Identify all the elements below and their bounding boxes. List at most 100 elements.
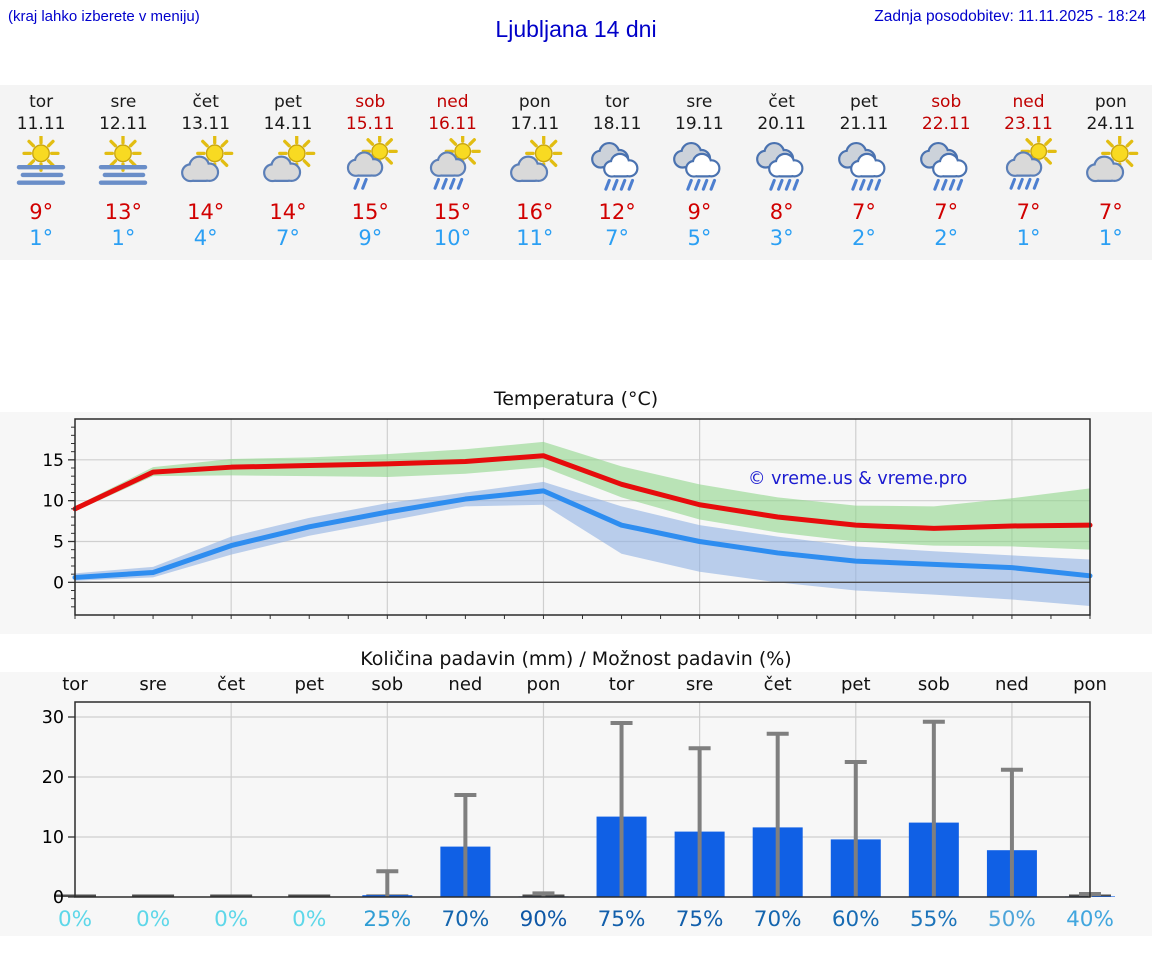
temperature-chart-title: Temperatura (°C): [493, 388, 659, 410]
weather-icon-rain-icon: [741, 136, 823, 194]
max-temp-line: [72, 453, 1093, 531]
day-max-temp: 9°: [687, 200, 712, 224]
y-tick-label: 10: [42, 492, 64, 512]
axis-ticks: [68, 716, 75, 898]
day-min-temp: 9°: [358, 226, 383, 250]
day-name-label: ned: [1012, 92, 1045, 112]
day-date-label: 23.11: [1004, 114, 1053, 134]
day-max-temp: 7°: [852, 200, 876, 224]
day-labels: tor sre čet pet sob ned pon tor sre čet pet sob ned p…: [62, 674, 1107, 695]
day-min-temp: 2°: [934, 226, 959, 250]
day-date-label: 22.11: [921, 114, 971, 134]
day-name-label: pet: [274, 92, 302, 112]
day-date-label: 20.11: [757, 114, 806, 134]
pop-label: 75%: [598, 907, 646, 932]
day-min-temp: 2°: [852, 226, 876, 250]
day-max-temp: 9°: [29, 200, 54, 224]
day-min-temp: 7°: [605, 226, 630, 250]
day-name-label: tor: [29, 92, 54, 112]
day-date-label: 14.11: [263, 114, 313, 134]
day-date-label: 18.11: [592, 114, 642, 134]
day-max-temp: 14°: [187, 200, 225, 224]
pop-label: 50%: [988, 907, 1036, 932]
day-name-label: ned: [436, 92, 469, 112]
day-min-temp: 10°: [433, 226, 472, 250]
day-max-temp: 8°: [769, 200, 794, 224]
y-tick-label: 30: [42, 708, 64, 728]
day-date-label: 13.11: [181, 114, 231, 134]
forecast-day-card: sob 15.11 15° 9°: [329, 91, 411, 251]
forecast-day-card: ned 16.11 15° 10°: [411, 91, 493, 251]
day-name-label: pon: [1094, 92, 1127, 112]
temperature-chart: 0 5 10 15 © vreme.us & vreme.pro: [0, 412, 1152, 634]
watermark-text: © vreme.us & vreme.pro: [748, 469, 967, 489]
forecast-day-card: tor 11.11 9° 1°: [0, 91, 82, 251]
day-date-label: 16.11: [428, 114, 477, 134]
weather-icon-rain-icon: [658, 136, 740, 194]
day-date-label: 24.11: [1086, 114, 1136, 134]
day-max-temp: 7°: [1016, 200, 1041, 224]
y-axis-labels: 0 5 10 15: [42, 451, 64, 593]
day-name-label: sob: [931, 92, 962, 112]
forecast-day-card: čet 20.11 8° 3°: [741, 91, 823, 251]
day-min-temp: 1°: [111, 226, 136, 250]
weather-icon-fog-icon: [0, 134, 82, 194]
day-label: čet: [217, 674, 245, 695]
pop-label: 70%: [754, 907, 802, 932]
weather-icon-partly-icon: [247, 134, 329, 194]
day-date-label: 19.11: [675, 114, 724, 134]
day-name-label: sre: [686, 92, 713, 112]
forecast-day-card: sre 12.11 13° 1°: [82, 91, 164, 251]
day-date-label: 12.11: [99, 114, 148, 134]
day-max-temp: 7°: [934, 200, 959, 224]
pop-label: 0%: [214, 907, 248, 932]
y-tick-label: 0: [53, 888, 64, 908]
y-tick-label: 15: [42, 451, 64, 471]
day-label: sob: [371, 674, 403, 695]
weather-icon-rain-icon: [823, 136, 905, 194]
weather-icon-partly-icon: [1070, 134, 1152, 194]
day-min-temp: 5°: [687, 226, 712, 250]
day-label: sob: [918, 674, 950, 695]
day-min-temp: 7°: [276, 226, 300, 250]
day-name-label: sob: [355, 92, 386, 112]
day-min-temp: 1°: [1016, 226, 1041, 250]
day-min-temp: 1°: [29, 226, 54, 250]
day-label: tor: [609, 674, 635, 695]
forecast-day-card: ned 23.11 7° 1°: [987, 91, 1069, 251]
pop-label: 0%: [292, 907, 326, 932]
day-name-label: sre: [110, 92, 137, 112]
precip-bars: [54, 816, 1115, 897]
day-label: ned: [448, 674, 482, 695]
day-date-label: 15.11: [345, 114, 395, 134]
day-min-temp: 1°: [1098, 226, 1123, 250]
zero-precip-tick: [288, 894, 331, 897]
zero-precip-tick: [132, 894, 175, 897]
forecast-strip: tor 11.11 9° 1° sre 12.11 13° 1° čet 13.11 14° 4° pe…: [0, 85, 1152, 260]
weather-icon-shower-icon: [411, 133, 493, 194]
precipitation-chart-title: Količina padavin (mm) / Možnost padavin …: [360, 648, 792, 670]
day-label: pon: [1073, 674, 1107, 695]
weather-icon-shower-icon: [987, 133, 1069, 194]
precipitation-chart: tor sre čet pet sob ned pon tor sre čet pet sob ned p…: [0, 672, 1152, 936]
min-temp-band: [75, 481, 1090, 607]
pop-label: 60%: [832, 907, 880, 932]
zero-precip-tick: [210, 894, 253, 897]
precip-whiskers: [376, 719, 1101, 897]
day-date-label: 11.11: [16, 114, 66, 134]
day-label: sre: [139, 674, 166, 695]
day-label: čet: [764, 674, 792, 695]
pop-labels: 0% 0% 0% 0% 25% 70% 90% 75% 75% 70% 60% 55% 50% 40%: [58, 907, 1114, 932]
pop-label: 40%: [1066, 907, 1114, 932]
pop-label: 55%: [910, 907, 958, 932]
pop-label: 0%: [136, 907, 170, 932]
forecast-day-card: čet 13.11 14° 4°: [165, 91, 247, 251]
pop-label: 90%: [520, 907, 568, 932]
y-axis-labels: 0 10 20 30: [42, 708, 64, 908]
day-max-temp: 12°: [598, 200, 636, 224]
page-header: (kraj lahko izberete v meniju) Ljubljana…: [0, 0, 1152, 85]
day-name-label: pet: [849, 92, 878, 112]
last-update-text: Zadnja posodobitev: 11.11.2025 - 18:24: [874, 8, 1146, 25]
day-min-temp: 4°: [193, 226, 218, 250]
pop-label: 0%: [58, 907, 92, 932]
